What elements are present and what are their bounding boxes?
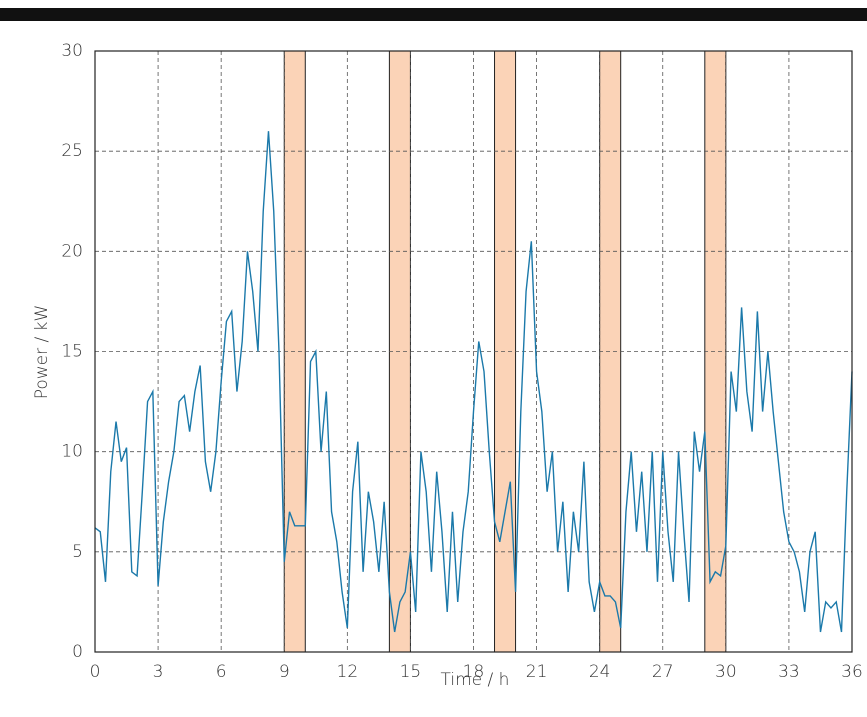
y-tick-label: 5 — [72, 542, 83, 562]
y-tick-label: 10 — [61, 442, 83, 462]
x-tick-label: 15 — [400, 662, 422, 682]
x-tick-label: 33 — [778, 662, 800, 682]
x-tick-label: 36 — [841, 662, 863, 682]
y-tick-label: 30 — [61, 41, 83, 61]
y-tick-label: 15 — [61, 342, 83, 362]
y-tick-label: 0 — [72, 642, 83, 662]
x-tick-label: 30 — [715, 662, 737, 682]
y-tick-label: 20 — [61, 241, 83, 261]
x-tick-label: 0 — [90, 662, 101, 682]
x-tick-label: 27 — [652, 662, 674, 682]
x-tick-label: 9 — [279, 662, 290, 682]
y-axis-label: Power / kW — [32, 305, 52, 400]
top-bar — [0, 8, 867, 21]
x-tick-label: 3 — [153, 662, 164, 682]
plot-frame — [94, 50, 853, 653]
y-tick-label: 25 — [61, 141, 83, 161]
line-series — [94, 131, 853, 633]
x-tick-label: 12 — [337, 662, 359, 682]
x-tick-label: 24 — [589, 662, 611, 682]
x-tick-label: 21 — [526, 662, 548, 682]
x-tick-label: 6 — [216, 662, 227, 682]
x-tick-label: 18 — [463, 662, 485, 682]
x-axis-label: Time / h — [441, 670, 510, 690]
